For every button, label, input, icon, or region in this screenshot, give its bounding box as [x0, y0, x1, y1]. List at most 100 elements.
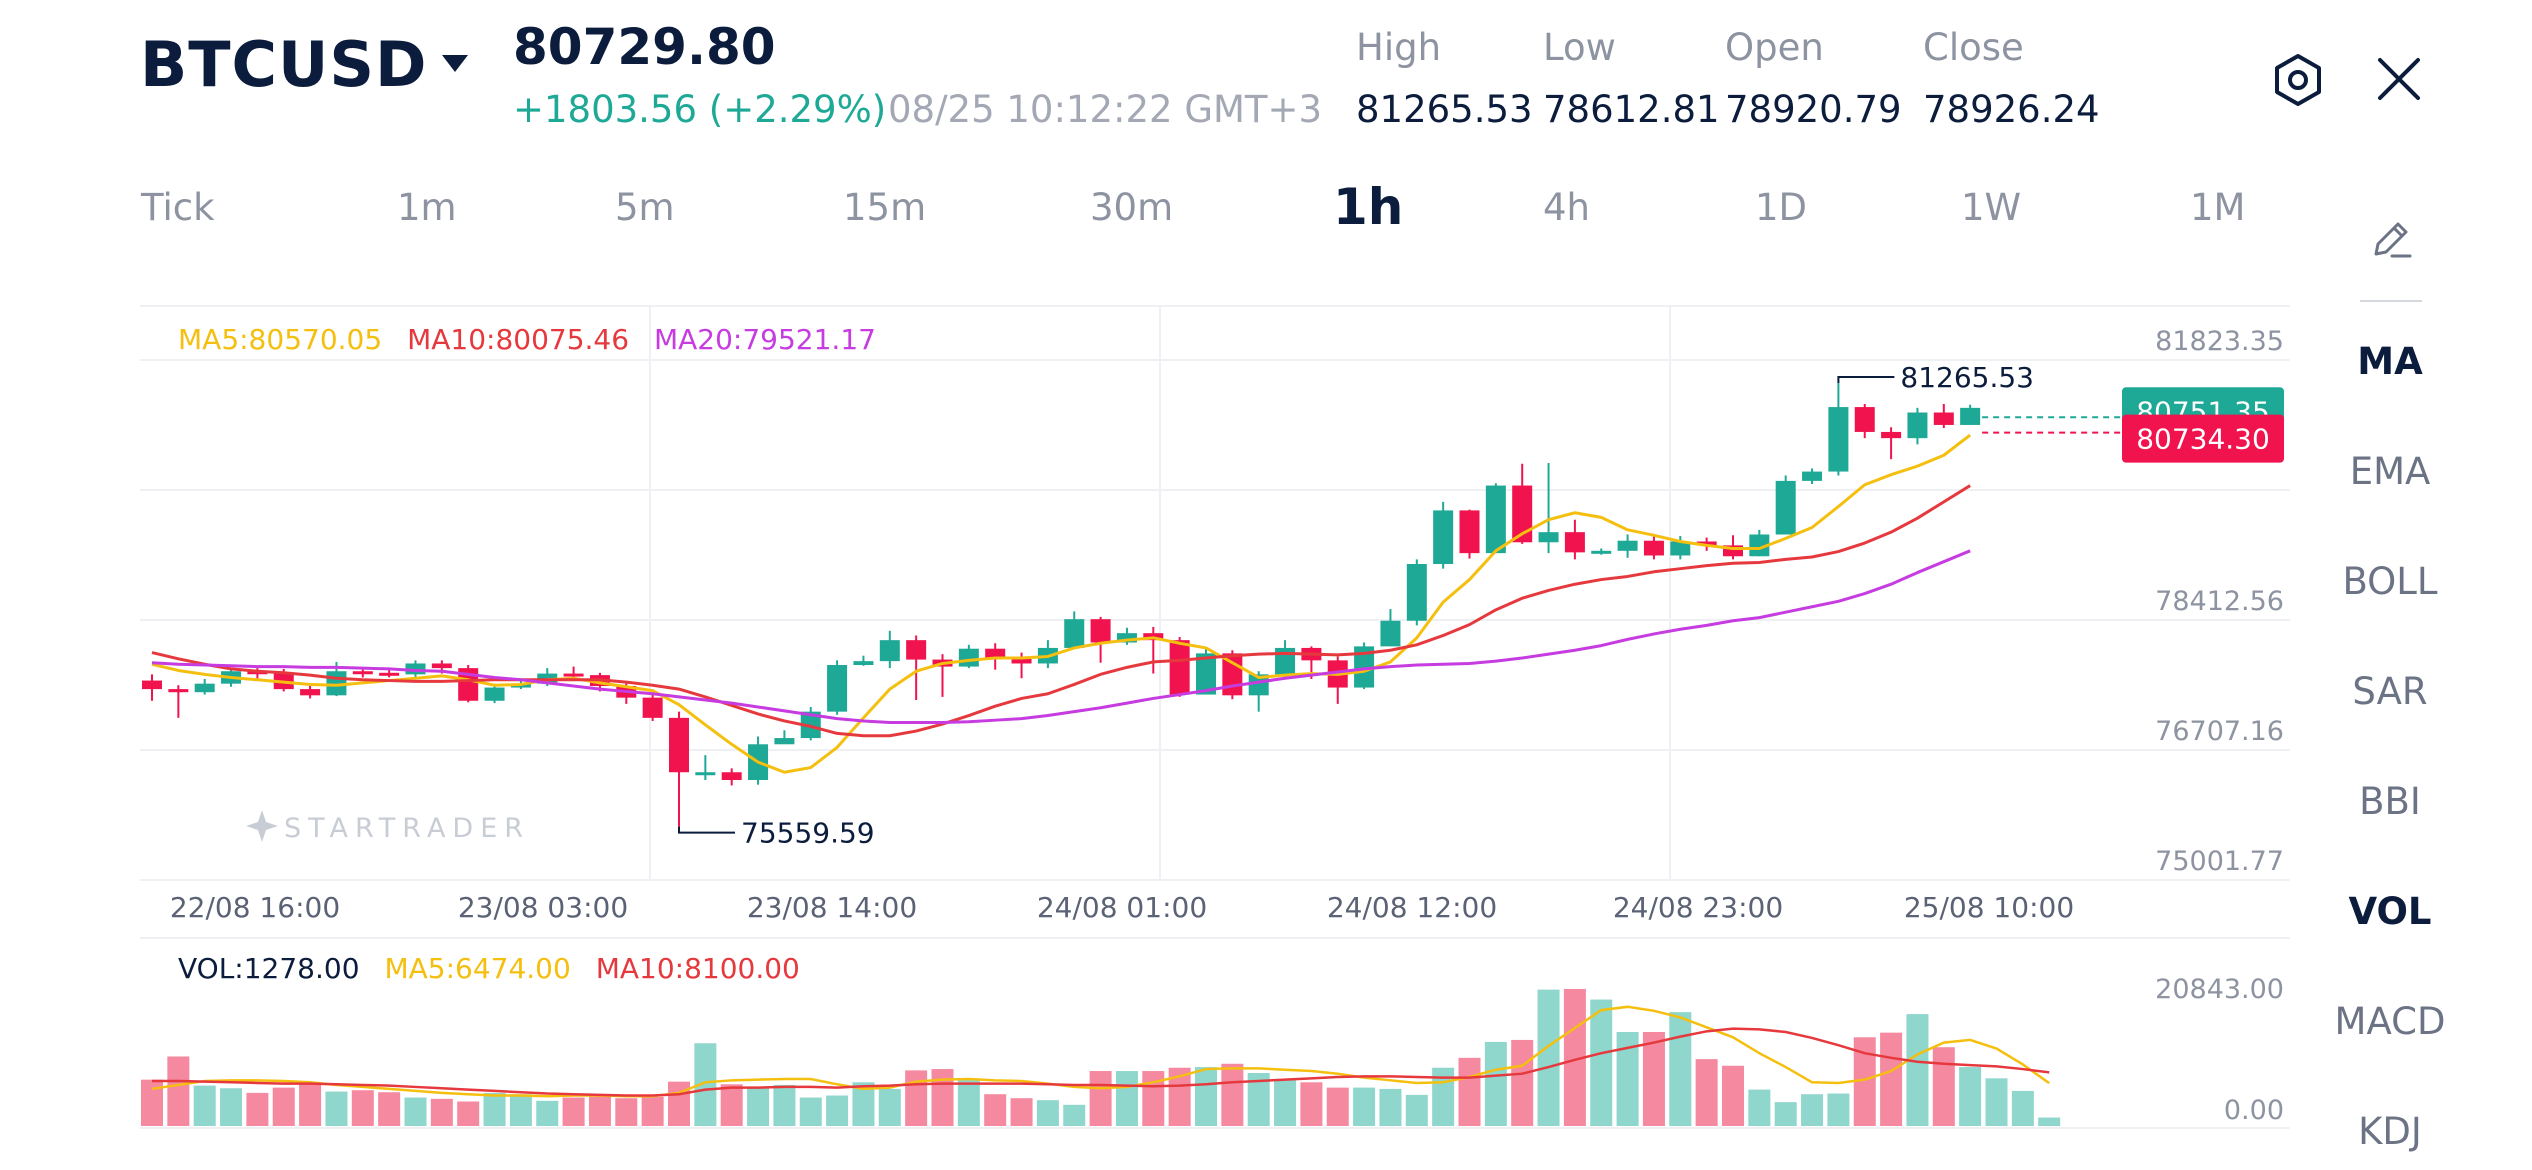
indicator-macd[interactable]: MACD [2334, 1000, 2446, 1043]
candle-body [985, 648, 1006, 659]
candle-body [1064, 619, 1085, 648]
hexagon-settings-icon[interactable] [2270, 52, 2326, 108]
volume-bar [641, 1096, 664, 1126]
candle-body [1433, 510, 1454, 565]
indicator-kdj[interactable]: KDJ [2358, 1110, 2422, 1153]
volume-bar [1906, 1014, 1929, 1126]
candle-body [1802, 471, 1823, 481]
symbol-selector[interactable]: BTCUSD [140, 28, 468, 101]
volume-bar [1010, 1098, 1033, 1126]
tab-tick[interactable]: Tick [141, 186, 215, 229]
candle-body [1617, 540, 1638, 551]
tab-1h[interactable]: 1h [1333, 178, 1404, 236]
volume-bar [483, 1092, 506, 1126]
caret-down-icon [441, 55, 468, 73]
volume-bar [1168, 1067, 1191, 1126]
chart-grid [140, 305, 2290, 1129]
min-price-label: 75559.59 [741, 817, 875, 850]
pencil-draw-icon[interactable] [2368, 214, 2416, 262]
timestamp: 08/25 10:12:22 GMT+3 [888, 88, 1323, 131]
ma10-line [151, 484, 1971, 738]
candle-body [379, 672, 400, 676]
volume-bar [457, 1101, 480, 1126]
tab-1d[interactable]: 1D [1755, 186, 1808, 229]
volume-bar [1089, 1071, 1112, 1126]
ma5-legend: MA5:80570.05 [178, 323, 382, 356]
candle-body [1723, 545, 1743, 557]
volume-bar [509, 1094, 532, 1126]
volume-bar [1300, 1082, 1323, 1126]
candle-body [853, 661, 874, 666]
vol-ma10-line [152, 1027, 2050, 1097]
tab-4h[interactable]: 4h [1543, 186, 1590, 229]
x-tick-label: 23/08 14:00 [747, 891, 917, 924]
candle-body [142, 680, 162, 690]
volume-bar [1590, 999, 1613, 1126]
ma20-legend: MA20:79521.17 [654, 323, 876, 356]
stat-label-open: Open [1725, 26, 1824, 69]
volume-bar [1458, 1057, 1481, 1126]
volume-bar [1142, 1071, 1165, 1126]
volume-bar [720, 1084, 743, 1126]
indicator-ma[interactable]: MA [2357, 340, 2423, 383]
volume-ma-layer [151, 1005, 2050, 1098]
indicator-boll[interactable]: BOLL [2342, 560, 2438, 603]
vol-ma5-legend: MA5:6474.00 [384, 952, 570, 985]
volume-bar [1379, 1088, 1402, 1126]
volume-bar [773, 1084, 796, 1126]
indicator-sar[interactable]: SAR [2352, 670, 2428, 713]
volume-bar [1221, 1063, 1244, 1126]
volume-bar [1115, 1071, 1138, 1126]
candle-body [300, 689, 321, 696]
tab-1m[interactable]: 1m [397, 186, 457, 229]
volume-layer [141, 988, 2061, 1126]
close-icon[interactable] [2374, 54, 2424, 104]
volume-bar [404, 1097, 427, 1126]
volume-bar [1642, 1031, 1665, 1126]
volume-bar [1695, 1059, 1718, 1126]
volume-bar [799, 1097, 822, 1126]
indicator-ema[interactable]: EMA [2349, 450, 2431, 493]
candle-body [669, 717, 689, 773]
candle-body [1538, 532, 1559, 543]
volume-bar [1669, 1012, 1692, 1126]
stat-value-low: 78612.81 [1543, 88, 1720, 131]
volume-bar [2038, 1117, 2061, 1126]
candle-body [1854, 407, 1875, 432]
tab-1w[interactable]: 1W [1961, 186, 2022, 229]
volume-bar [931, 1069, 954, 1126]
candle-body [1933, 412, 1954, 425]
candle-body [168, 689, 189, 693]
candle-body [563, 673, 584, 677]
vol-y-tick-label: 20843.00 [2155, 974, 2284, 1005]
candle-body [1696, 541, 1717, 546]
candle-body [1828, 407, 1849, 472]
candle-body [431, 663, 452, 669]
candle-body [1406, 564, 1427, 621]
candle-body [642, 697, 663, 718]
watermark-text: STARTRADER [284, 813, 530, 844]
tab-15m[interactable]: 15m [843, 186, 927, 229]
volume-bar [1853, 1037, 1876, 1126]
symbol-name: BTCUSD [140, 28, 428, 101]
volume-bar [852, 1082, 875, 1126]
y-tick-label: 81823.35 [2155, 326, 2284, 357]
volume-bar [615, 1098, 638, 1126]
volume-bar [193, 1085, 216, 1126]
candle-body [1670, 541, 1691, 556]
volume-bar [1063, 1104, 1086, 1126]
vol-ma10-legend: MA10:8100.00 [596, 952, 800, 985]
candles-layer [142, 382, 1981, 827]
max-price-label: 81265.53 [1900, 361, 2034, 394]
max-label-pointer [1837, 375, 1895, 383]
min-label-pointer [678, 826, 735, 834]
indicator-bbi[interactable]: BBI [2359, 780, 2421, 823]
stat-value-high: 81265.53 [1356, 88, 1533, 131]
tab-5m[interactable]: 5m [615, 186, 675, 229]
indicator-vol[interactable]: VOL [2348, 890, 2432, 933]
tab-1month[interactable]: 1M [2190, 186, 2246, 229]
tab-30m[interactable]: 30m [1090, 186, 1174, 229]
volume-bar [246, 1092, 269, 1126]
volume-bar [1326, 1087, 1349, 1126]
